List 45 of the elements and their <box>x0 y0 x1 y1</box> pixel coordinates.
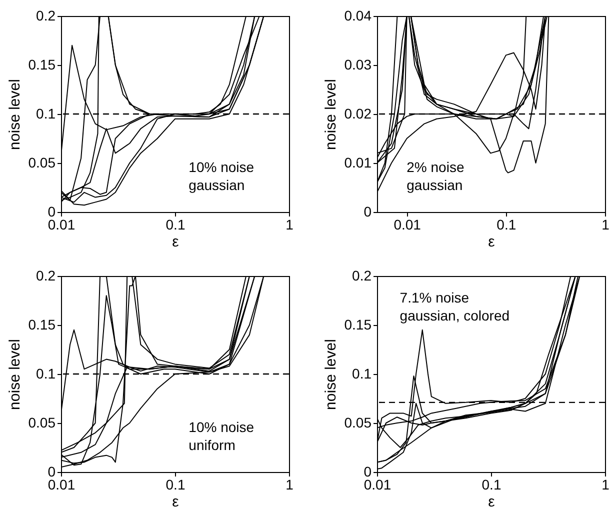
y-tick-label: 0.1 <box>352 366 372 382</box>
x-tick-label: 0.01 <box>394 216 422 232</box>
x-tick-label: 0.1 <box>496 216 516 232</box>
y-tick-label: 0.2 <box>352 268 372 284</box>
x-tick-label: 0.1 <box>166 216 186 232</box>
annotation: 2% noise <box>406 159 464 176</box>
annotation: gaussian, colored <box>400 308 510 324</box>
x-tick-label: 0.1 <box>482 476 502 492</box>
x-axis-title: ε <box>172 234 180 250</box>
y-axis-title: noise level <box>6 79 24 150</box>
x-axis-title: ε <box>488 494 496 510</box>
y-tick-label: 0.15 <box>28 316 56 332</box>
y-tick-label: 0.05 <box>28 154 56 170</box>
y-tick-label: 0.02 <box>344 106 372 122</box>
y-tick-label: 0 <box>364 464 372 480</box>
annotation: uniform <box>188 437 236 454</box>
y-tick-label: 0.03 <box>344 56 372 72</box>
x-axis-title: ε <box>488 234 496 250</box>
annotation: 10% noise <box>188 419 254 436</box>
y-tick-label: 0.15 <box>344 316 372 332</box>
y-tick-label: 0.1 <box>36 366 56 382</box>
annotation: 10% noise <box>188 159 254 176</box>
x-tick-label: 1 <box>286 216 294 232</box>
y-axis-title: noise level <box>6 339 24 410</box>
y-tick-label: 0 <box>48 464 56 480</box>
y-tick-label: 0.1 <box>36 106 56 122</box>
y-tick-label: 0.2 <box>36 8 56 24</box>
x-axis-title: ε <box>172 494 180 510</box>
x-tick-label: 1 <box>602 216 610 232</box>
y-tick-label: 0.15 <box>28 56 56 72</box>
annotation: gaussian <box>188 177 245 194</box>
annotation: gaussian <box>406 177 463 194</box>
y-axis-title: noise level <box>322 79 340 150</box>
y-tick-label: 0 <box>364 204 372 220</box>
y-axis-title: noise level <box>322 339 340 410</box>
y-tick-label: 0.01 <box>344 154 372 170</box>
y-tick-label: 0.05 <box>344 414 372 430</box>
y-tick-label: 0 <box>48 204 56 220</box>
y-tick-label: 0.2 <box>36 268 56 284</box>
annotation: 7.1% noise <box>400 290 470 306</box>
x-tick-label: 0.1 <box>166 476 186 492</box>
x-tick-label: 1 <box>286 476 294 492</box>
y-tick-label: 0.05 <box>28 414 56 430</box>
y-tick-label: 0.04 <box>344 8 372 24</box>
x-tick-label: 1 <box>602 476 610 492</box>
